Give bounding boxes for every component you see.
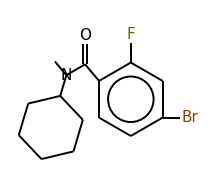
Text: Br: Br <box>181 110 198 125</box>
Text: F: F <box>126 27 135 42</box>
Text: N: N <box>61 68 72 83</box>
Text: O: O <box>79 28 91 43</box>
